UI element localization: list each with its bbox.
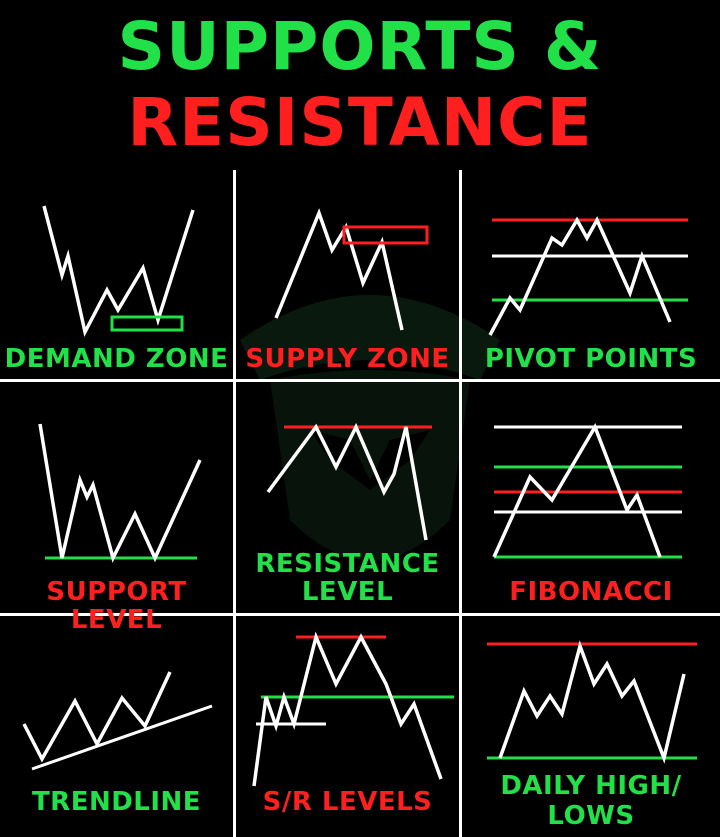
- resistance-level-chart: [266, 422, 432, 541]
- grid-divider-v1: [233, 170, 236, 837]
- support-level-chart: [38, 423, 202, 563]
- label-pivot-points: PIVOT POINTS: [484, 344, 698, 374]
- supply-zone-chart: [274, 208, 429, 331]
- label-trendline: TRENDLINE: [31, 787, 202, 817]
- cell-trendline: TRENDLINE: [0, 616, 233, 837]
- label-support-level: SUPPORT LEVEL: [46, 577, 187, 635]
- label-daily-high-lows-line1: DAILY HIGH/: [500, 771, 682, 801]
- grid-divider-h1: [0, 379, 720, 382]
- cell-pivot-points: PIVOT POINTS: [462, 170, 720, 379]
- fibonacci-chart: [492, 422, 682, 559]
- trendline-chart: [22, 671, 213, 771]
- daily-high-lows-chart: [487, 640, 697, 764]
- label-resistance-level-line2: LEVEL: [301, 577, 394, 607]
- cell-daily-high-lows: DAILY HIGH/ LOWS: [462, 616, 720, 837]
- pivot-points-chart: [488, 216, 688, 336]
- cell-supply-zone: SUPPLY ZONE: [236, 170, 459, 379]
- grid-divider-h2: [0, 613, 720, 616]
- title-line-2: RESISTANCE: [127, 84, 593, 161]
- cell-demand-zone: DEMAND ZONE: [0, 170, 233, 379]
- label-fibonacci: FIBONACCI: [509, 577, 673, 607]
- label-daily-high-lows-line2: LOWS: [547, 801, 635, 831]
- cell-support-level: SUPPORT LEVEL: [0, 382, 233, 634]
- sr-levels-chart: [252, 631, 454, 787]
- label-supply-zone: SUPPLY ZONE: [245, 344, 450, 374]
- label-demand-zone: DEMAND ZONE: [4, 344, 229, 374]
- cell-fibonacci: FIBONACCI: [462, 382, 720, 613]
- demand-zone-chart: [42, 205, 195, 338]
- title-line-1: SUPPORTS &: [117, 8, 603, 85]
- cell-resistance-level: RESISTANCE LEVEL: [236, 382, 459, 613]
- cell-sr-levels: S/R LEVELS: [236, 616, 459, 837]
- label-sr-levels: S/R LEVELS: [262, 787, 433, 817]
- grid-divider-v2: [459, 170, 462, 837]
- label-resistance-level-line1: RESISTANCE: [255, 549, 440, 579]
